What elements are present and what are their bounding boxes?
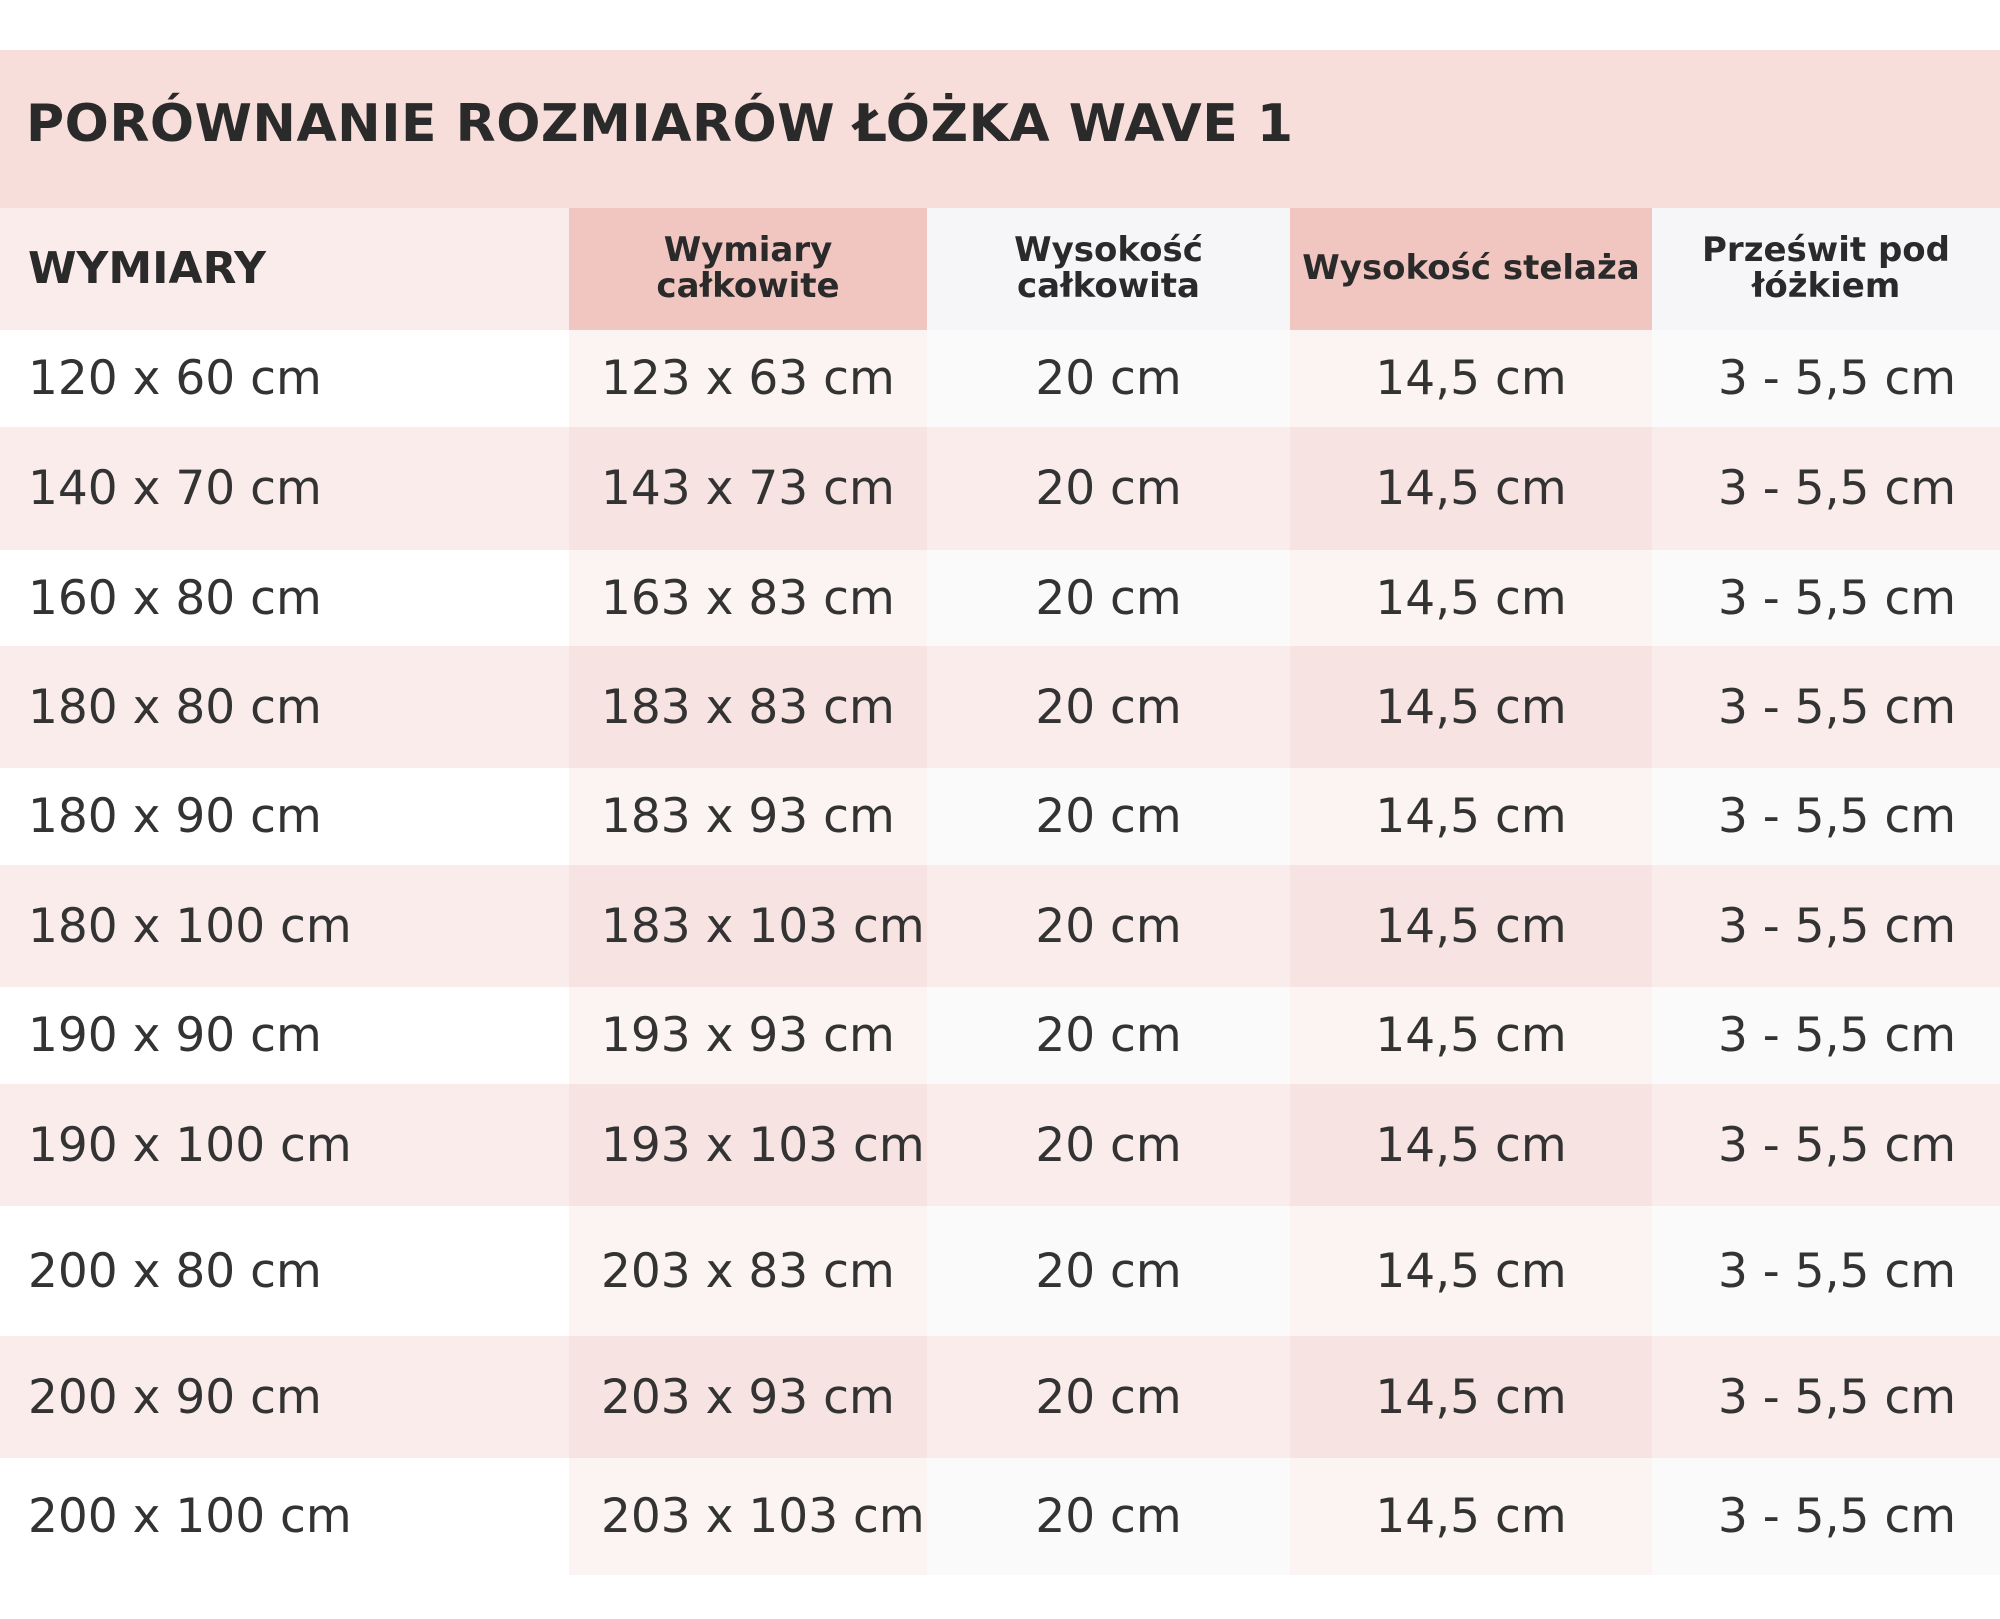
- cell-dimensions: 160 x 80 cm: [0, 550, 569, 646]
- cell-frame-height: 14,5 cm: [1290, 427, 1652, 550]
- table-header-row: WYMIARY Wymiary całkowite Wysokość całko…: [0, 208, 2000, 330]
- cell-total-height: 20 cm: [927, 330, 1290, 427]
- cell-frame-height: 14,5 cm: [1290, 1084, 1652, 1206]
- cell-total-dimensions: 183 x 93 cm: [569, 768, 927, 865]
- cell-total-dimensions: 203 x 93 cm: [569, 1336, 927, 1458]
- cell-dimensions: 120 x 60 cm: [0, 330, 569, 427]
- cell-clearance: 3 - 5,5 cm: [1652, 646, 2000, 768]
- cell-total-dimensions: 183 x 83 cm: [569, 646, 927, 768]
- title-bar: PORÓWNANIE ROZMIARÓW ŁÓŻKA WAVE 1: [0, 50, 2000, 208]
- table-row: 160 x 80 cm 163 x 83 cm 20 cm 14,5 cm 3 - 5,…: [0, 550, 2000, 646]
- cell-clearance: 3 - 5,5 cm: [1652, 330, 2000, 427]
- cell-total-dimensions: 193 x 103 cm: [569, 1084, 927, 1206]
- cell-frame-height: 14,5 cm: [1290, 987, 1652, 1084]
- cell-dimensions: 180 x 90 cm: [0, 768, 569, 865]
- cell-frame-height: 14,5 cm: [1290, 646, 1652, 768]
- cell-frame-height: 14,5 cm: [1290, 1458, 1652, 1575]
- column-header-clearance: Prześwit pod łóżkiem: [1652, 208, 2000, 330]
- table-row: 190 x 100 cm 193 x 103 cm 20 cm 14,5 cm 3 - …: [0, 1084, 2000, 1206]
- cell-clearance: 3 - 5,5 cm: [1652, 865, 2000, 987]
- table-row: 180 x 80 cm 183 x 83 cm 20 cm 14,5 cm 3 - 5,…: [0, 646, 2000, 768]
- cell-clearance: 3 - 5,5 cm: [1652, 1458, 2000, 1575]
- cell-total-height: 20 cm: [927, 427, 1290, 550]
- table-row: 120 x 60 cm 123 x 63 cm 20 cm 14,5 cm 3 - 5,…: [0, 330, 2000, 427]
- page-title: PORÓWNANIE ROZMIARÓW ŁÓŻKA WAVE 1: [26, 94, 1294, 154]
- cell-clearance: 3 - 5,5 cm: [1652, 1336, 2000, 1458]
- cell-dimensions: 200 x 100 cm: [0, 1458, 569, 1575]
- cell-total-dimensions: 183 x 103 cm: [569, 865, 927, 987]
- cell-frame-height: 14,5 cm: [1290, 1336, 1652, 1458]
- cell-dimensions: 200 x 80 cm: [0, 1206, 569, 1336]
- cell-dimensions: 180 x 80 cm: [0, 646, 569, 768]
- cell-total-height: 20 cm: [927, 1336, 1290, 1458]
- cell-frame-height: 14,5 cm: [1290, 865, 1652, 987]
- cell-dimensions: 190 x 90 cm: [0, 987, 569, 1084]
- table-row: 200 x 90 cm 203 x 93 cm 20 cm 14,5 cm 3 - 5,…: [0, 1336, 2000, 1458]
- cell-total-dimensions: 193 x 93 cm: [569, 987, 927, 1084]
- cell-dimensions: 180 x 100 cm: [0, 865, 569, 987]
- table-row: 180 x 100 cm 183 x 103 cm 20 cm 14,5 cm 3 - …: [0, 865, 2000, 987]
- column-header-total-dimensions: Wymiary całkowite: [569, 208, 927, 330]
- cell-total-height: 20 cm: [927, 1458, 1290, 1575]
- table-row: 140 x 70 cm 143 x 73 cm 20 cm 14,5 cm 3 - 5,…: [0, 427, 2000, 550]
- table-body: 120 x 60 cm 123 x 63 cm 20 cm 14,5 cm 3 - 5,…: [0, 330, 2000, 1575]
- cell-total-height: 20 cm: [927, 1206, 1290, 1336]
- cell-frame-height: 14,5 cm: [1290, 550, 1652, 646]
- table-row: 190 x 90 cm 193 x 93 cm 20 cm 14,5 cm 3 - 5,…: [0, 987, 2000, 1084]
- cell-clearance: 3 - 5,5 cm: [1652, 768, 2000, 865]
- table-row: 180 x 90 cm 183 x 93 cm 20 cm 14,5 cm 3 - 5,…: [0, 768, 2000, 865]
- cell-frame-height: 14,5 cm: [1290, 330, 1652, 427]
- cell-clearance: 3 - 5,5 cm: [1652, 987, 2000, 1084]
- cell-total-height: 20 cm: [927, 1084, 1290, 1206]
- cell-dimensions: 200 x 90 cm: [0, 1336, 569, 1458]
- column-header-frame-height: Wysokość stelaża: [1290, 208, 1652, 330]
- cell-clearance: 3 - 5,5 cm: [1652, 427, 2000, 550]
- size-comparison-table: WYMIARY Wymiary całkowite Wysokość całko…: [0, 208, 2000, 1575]
- cell-total-dimensions: 163 x 83 cm: [569, 550, 927, 646]
- cell-total-height: 20 cm: [927, 987, 1290, 1084]
- column-header-dimensions: WYMIARY: [0, 208, 569, 330]
- cell-clearance: 3 - 5,5 cm: [1652, 1084, 2000, 1206]
- cell-total-dimensions: 123 x 63 cm: [569, 330, 927, 427]
- cell-total-height: 20 cm: [927, 550, 1290, 646]
- cell-total-height: 20 cm: [927, 646, 1290, 768]
- cell-clearance: 3 - 5,5 cm: [1652, 550, 2000, 646]
- cell-total-height: 20 cm: [927, 865, 1290, 987]
- cell-frame-height: 14,5 cm: [1290, 1206, 1652, 1336]
- cell-dimensions: 190 x 100 cm: [0, 1084, 569, 1206]
- table-row: 200 x 100 cm 203 x 103 cm 20 cm 14,5 cm 3 - …: [0, 1458, 2000, 1575]
- cell-total-dimensions: 143 x 73 cm: [569, 427, 927, 550]
- cell-frame-height: 14,5 cm: [1290, 768, 1652, 865]
- table-row: 200 x 80 cm 203 x 83 cm 20 cm 14,5 cm 3 - 5,…: [0, 1206, 2000, 1336]
- column-header-total-height: Wysokość całkowita: [927, 208, 1290, 330]
- cell-total-dimensions: 203 x 103 cm: [569, 1458, 927, 1575]
- cell-total-height: 20 cm: [927, 768, 1290, 865]
- cell-clearance: 3 - 5,5 cm: [1652, 1206, 2000, 1336]
- cell-total-dimensions: 203 x 83 cm: [569, 1206, 927, 1336]
- cell-dimensions: 140 x 70 cm: [0, 427, 569, 550]
